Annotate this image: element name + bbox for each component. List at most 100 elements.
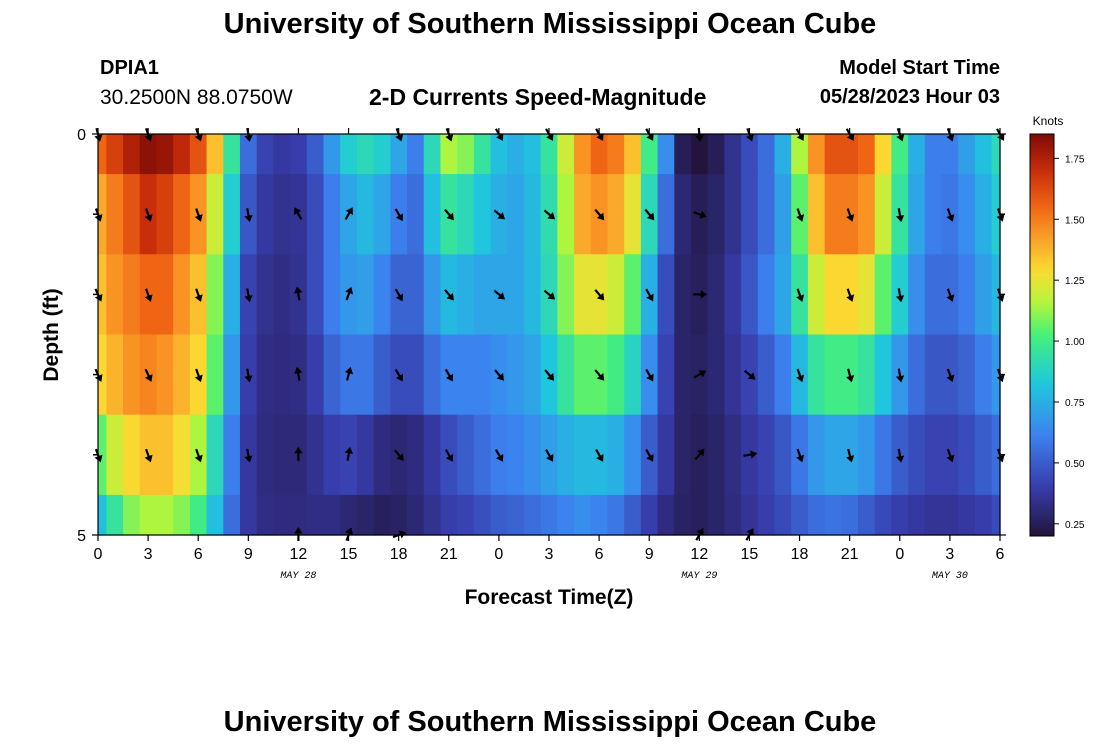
x-tick-label: 3	[144, 546, 153, 563]
current-arrow	[846, 288, 855, 302]
heatmap-cell	[924, 414, 943, 496]
heatmap-cell	[674, 494, 692, 536]
arrow-head	[94, 374, 103, 382]
arrow-head	[294, 527, 303, 534]
current-arrow	[444, 289, 454, 301]
heatmap-cell	[657, 254, 675, 336]
x-tick-label: 0	[494, 546, 503, 563]
heatmap-cell	[724, 254, 742, 336]
heatmap-cell	[540, 134, 558, 175]
arrow-head	[496, 373, 505, 381]
heatmap-cell	[757, 334, 776, 416]
heatmap-cell	[841, 494, 859, 536]
arrow-shaft	[345, 371, 351, 381]
heatmap-cell	[991, 174, 1001, 255]
arrow-head	[646, 133, 654, 141]
current-arrow	[743, 450, 758, 459]
arrow-head	[896, 133, 905, 142]
heatmap-cell	[974, 414, 993, 496]
heatmap-cell	[924, 494, 943, 536]
heatmap-cell	[974, 494, 993, 536]
heatmap-cell	[523, 254, 542, 336]
heatmap-cell	[574, 254, 592, 336]
current-arrow	[645, 449, 654, 462]
heatmap-cell	[173, 134, 191, 175]
current-arrow	[895, 368, 905, 383]
heatmap-cell	[774, 494, 792, 536]
heatmap-cell	[507, 174, 525, 255]
heatmap-cell	[657, 494, 675, 536]
arrow-shaft	[796, 448, 802, 458]
arrow-head	[144, 214, 153, 222]
heatmap-cell	[423, 134, 442, 175]
heatmap-cell	[306, 494, 325, 536]
heatmap-cell	[607, 254, 625, 336]
heatmap-cell	[991, 414, 1001, 496]
current-arrow	[544, 369, 555, 381]
heatmap-cell	[356, 134, 375, 175]
heatmap-cell	[874, 174, 893, 255]
x-tick-label: 3	[545, 546, 554, 563]
heatmap-cell	[507, 134, 525, 175]
arrow-shaft	[946, 288, 952, 298]
arrow-head	[194, 214, 203, 222]
current-arrow	[744, 369, 756, 380]
date-label: MAY 30	[932, 571, 968, 582]
heatmap-cell	[407, 174, 425, 255]
arrow-head	[646, 212, 655, 221]
heatmap-cell	[757, 134, 776, 175]
heatmap-cell	[273, 254, 291, 336]
heatmap-cell	[824, 174, 842, 255]
model-start-label: Model Start Time	[839, 57, 1000, 79]
heatmap-cell	[657, 414, 675, 496]
heatmap-cell	[674, 254, 692, 336]
heatmap-cell	[98, 334, 107, 416]
heatmap-cell	[774, 134, 792, 175]
heatmap-cell	[908, 254, 926, 336]
current-arrow	[494, 128, 504, 141]
current-arrow	[144, 368, 153, 382]
heatmap-cell	[640, 134, 659, 175]
heatmap-cell	[674, 414, 692, 496]
heatmap-cell	[256, 334, 274, 416]
arrow-shaft	[946, 448, 952, 458]
heatmap-cell	[457, 134, 475, 175]
x-tick-label: 3	[945, 546, 954, 563]
heatmap-cell	[340, 134, 358, 175]
current-arrow	[946, 448, 955, 463]
current-arrow	[693, 210, 707, 219]
arrow-head	[144, 294, 153, 302]
heatmap-cell	[239, 494, 258, 536]
heatmap-cell	[507, 414, 525, 496]
heatmap-cell	[139, 134, 158, 175]
arrow-head	[697, 448, 705, 457]
heatmap-cell	[223, 334, 241, 416]
colorbar-tick-label: 1.25	[1065, 276, 1085, 287]
heatmap-cell	[457, 334, 475, 416]
heatmap-cell	[574, 414, 592, 496]
heatmap-cell	[941, 494, 959, 536]
arrow-head	[946, 294, 955, 302]
current-arrow	[946, 368, 955, 383]
arrow-shaft	[897, 368, 902, 378]
current-arrow	[895, 448, 905, 463]
heatmap-cell	[874, 254, 893, 336]
heatmap-cell	[674, 174, 692, 255]
arrow-shaft	[543, 209, 553, 217]
current-arrow	[796, 448, 805, 463]
heatmap-cell	[223, 414, 241, 496]
arrow-head	[244, 214, 253, 223]
heatmap-cell	[607, 174, 625, 255]
current-arrow	[946, 208, 955, 222]
heatmap-cell	[306, 254, 325, 336]
current-arrow	[394, 288, 404, 302]
heatmap-cell	[273, 134, 291, 175]
arrow-head	[94, 293, 103, 302]
arrow-head	[244, 134, 253, 142]
current-arrow	[494, 369, 505, 381]
heatmap-cell	[106, 494, 124, 536]
heatmap-cell	[774, 254, 792, 336]
x-tick-label: 0	[94, 546, 103, 563]
heatmap-cell	[941, 134, 959, 175]
heatmap-cell	[373, 254, 391, 336]
